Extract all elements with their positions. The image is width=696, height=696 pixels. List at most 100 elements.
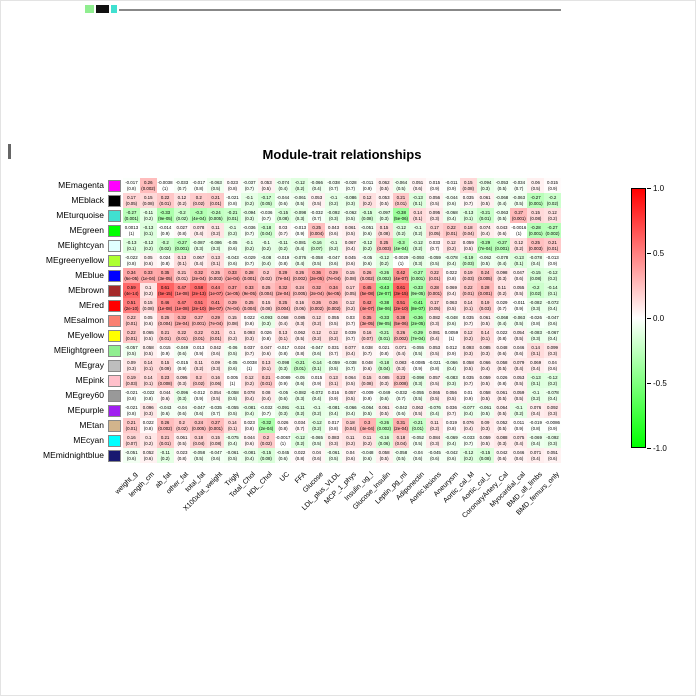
legend-tick — [647, 318, 651, 319]
heatmap-cell: -0.063 (0.5) — [510, 193, 528, 208]
heatmap-cell: 0.067 (0.4) — [190, 253, 208, 268]
p-value: (0.4) — [312, 395, 322, 401]
corr-value: -0.009 — [361, 390, 374, 396]
heatmap-cell: 0.027 (0.8) — [173, 223, 191, 238]
p-value: (0.7) — [261, 215, 271, 221]
corr-value: 0.095 — [429, 210, 441, 216]
corr-value: -0.38 — [379, 300, 390, 306]
heatmap-cell: 0.062 (0.5) — [375, 178, 393, 193]
corr-value: 0.21 — [211, 330, 220, 336]
p-value: (0.4) — [480, 230, 490, 236]
p-value: (0.01) — [193, 335, 205, 341]
p-value: (0.3) — [177, 395, 187, 401]
p-value: (0.4) — [194, 230, 204, 236]
corr-value: 0.03 — [278, 225, 288, 231]
corr-value: 0.047 — [513, 270, 525, 276]
heatmap-cell: -0.094 (0.3) — [240, 208, 258, 223]
p-value: (0.1) — [480, 335, 490, 341]
heatmap-cell: -0.045 (0.6) — [426, 448, 444, 463]
p-value: (0.01) — [125, 425, 138, 431]
p-value: (0.5) — [312, 200, 322, 206]
heatmap-cell: -0.2 (0.02) — [544, 193, 561, 208]
p-value: (0.02) — [529, 290, 542, 296]
corr-value: -0.11 — [160, 450, 170, 456]
p-value: (0.4) — [548, 395, 558, 401]
corr-value: 0.09 — [127, 360, 136, 366]
p-value: (0.2) — [463, 335, 473, 341]
p-value: (0.2) — [548, 215, 558, 221]
heatmap-cell: -0.021 (0.8) — [123, 388, 140, 403]
corr-value: 0.26 — [160, 420, 170, 426]
p-value: (0.01) — [445, 230, 458, 236]
corr-value: -0.29 — [480, 240, 491, 246]
p-value: (0.3) — [194, 245, 204, 251]
corr-value: 0.062 — [294, 330, 306, 336]
corr-value: -0.0017 — [275, 435, 291, 441]
p-value: (0.5) — [497, 365, 507, 371]
heatmap-cell: 0.27 (0.001) — [207, 418, 225, 433]
heatmap-cell: -0.26 (0.002) — [375, 268, 393, 283]
corr-value: 0.05 — [143, 315, 153, 321]
p-value: (0.3) — [480, 350, 490, 356]
corr-value: 0.26 — [329, 300, 338, 306]
heatmap-cell: 0.066 (0.4) — [476, 358, 494, 373]
p-value: (0.2) — [548, 275, 558, 281]
p-value: (0.5) — [177, 440, 187, 446]
corr-value: -0.028 — [344, 180, 357, 186]
corr-value: 0.22 — [430, 270, 439, 276]
heatmap-cell: 0.071 (0.4) — [527, 448, 545, 463]
p-value: (0.08) — [277, 215, 289, 221]
corr-value: -0.12 — [547, 375, 558, 381]
corr-value: 0.21 — [177, 270, 187, 276]
heatmap-cell: -0.33 (9e-05) — [375, 313, 393, 328]
p-value: (0.2) — [446, 245, 456, 251]
p-value: (0.3) — [329, 440, 339, 446]
heatmap-cell: 0.29 (7e-04) — [325, 268, 342, 283]
corr-value: 0.12 — [312, 330, 321, 336]
corr-value: -0.098 — [411, 375, 424, 381]
p-value: (4e-14) — [124, 290, 139, 296]
corr-value: -0.036 — [243, 225, 256, 231]
module-label: MEsalmon — [63, 315, 104, 325]
heatmap-cell: -0.15 (0.08) — [358, 208, 376, 223]
p-value: (0.6) — [177, 350, 187, 356]
heatmap-cell: 0.079 (0.4) — [510, 358, 528, 373]
heatmap-cell: -0.029 (0.7) — [240, 253, 258, 268]
p-value: (0.9) — [446, 350, 456, 356]
corr-value: 0.061 — [496, 390, 508, 396]
corr-value: -0.091 — [276, 405, 290, 411]
heatmap-cell: 0.076 (0.4) — [459, 418, 477, 433]
corr-value: -0.33 — [160, 210, 171, 216]
corr-value: 0.022 — [294, 450, 306, 456]
p-value: (1) — [516, 230, 522, 236]
p-value: (0.8) — [278, 350, 288, 356]
heatmap-cell: 0.37 (1e-05) — [224, 283, 241, 298]
heatmap-cell: 0.15 (0.09) — [156, 358, 174, 373]
heatmap-cell: -0.055 (0.5) — [409, 343, 427, 358]
corr-value: 0.14 — [413, 210, 423, 216]
p-value: (0.8) — [194, 185, 204, 191]
corr-value: 0.053 — [311, 195, 323, 201]
heatmap-cell: -0.1 (0.2) — [409, 223, 427, 238]
heatmap-cell: -0.081 (0.4) — [325, 403, 342, 418]
corr-value: 0.15 — [211, 435, 220, 441]
heatmap-cell: -0.13 (0.1) — [409, 193, 427, 208]
p-value: (0.8) — [531, 320, 541, 326]
corr-value: -0.12 — [379, 255, 390, 261]
p-value: (0.07) — [310, 245, 323, 251]
heatmap-cell: 0.25 (0.004) — [156, 313, 174, 328]
corr-value: -0.13 — [463, 210, 474, 216]
heatmap-cell: 0.21 (0.01) — [156, 433, 174, 448]
heatmap-cell: 0.12 (0.2) — [341, 298, 359, 313]
corr-value: -0.098 — [293, 210, 307, 216]
p-value: (0.6) — [548, 320, 558, 326]
corr-value: 0.12 — [177, 195, 187, 201]
p-value: (0.8) — [227, 185, 237, 191]
corr-value: 0.037 — [243, 345, 255, 351]
p-value: (4e-04) — [191, 215, 206, 221]
corr-value: 0.21 — [127, 420, 136, 426]
corr-value: 0.054 — [513, 330, 525, 336]
heatmap-cell: 0.51 (2e-10) — [123, 298, 140, 313]
corr-value: -0.04 — [176, 405, 187, 411]
heatmap-cell: 0.099 (0.3) — [544, 343, 561, 358]
